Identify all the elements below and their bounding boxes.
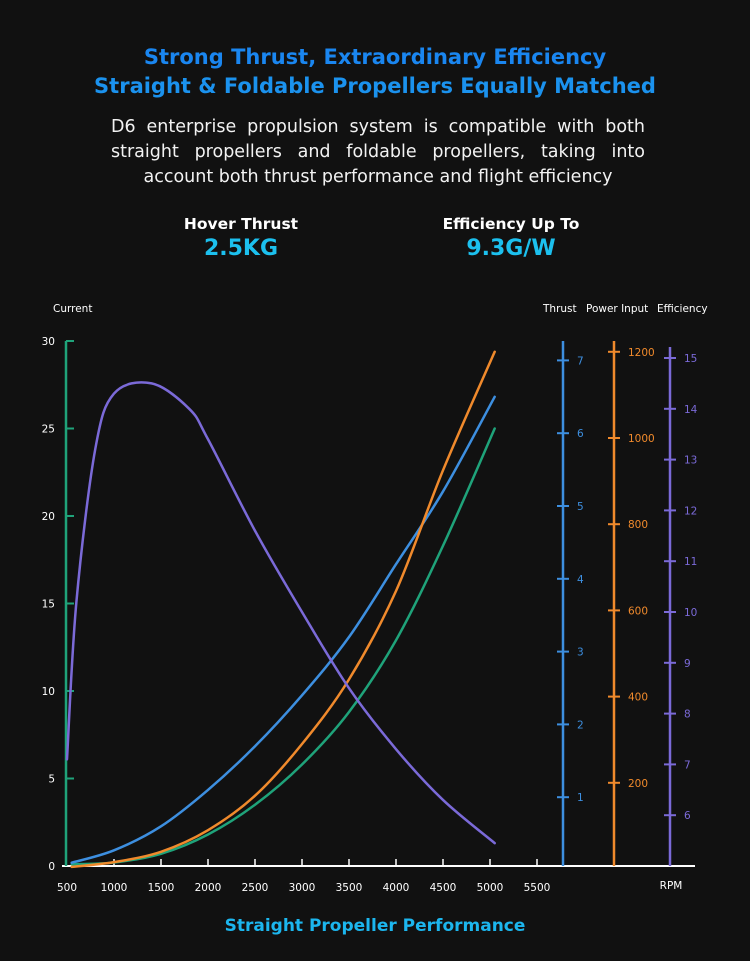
current-tick-label: 15 xyxy=(42,599,55,611)
stat-value: 9.3G/W xyxy=(466,236,556,261)
power-tick-label: 400 xyxy=(628,692,648,704)
headline-line-2: Straight & Foldable Propellers Equally M… xyxy=(94,74,656,98)
stat-label: Hover Thrust xyxy=(183,215,299,233)
efficiency-axis-title: Efficiency xyxy=(657,303,708,315)
efficiency-tick-label: 10 xyxy=(684,607,697,619)
thrust-tick-label: 3 xyxy=(577,647,584,659)
current-tick-label: 20 xyxy=(42,511,55,523)
thrust-tick-label: 7 xyxy=(577,355,584,367)
power-tick-label: 1000 xyxy=(628,433,655,445)
headline: Strong Thrust, Extraordinary Efficiency … xyxy=(0,43,750,101)
efficiency-tick-label: 14 xyxy=(684,404,698,416)
current-tick-label: 30 xyxy=(42,336,55,348)
efficiency-tick-label: 6 xyxy=(684,810,691,822)
x-tick-label: 3000 xyxy=(289,882,316,894)
power-tick-label: 800 xyxy=(628,519,648,531)
efficiency-tick-label: 8 xyxy=(684,709,691,721)
current-tick-label: 25 xyxy=(42,424,55,436)
thrust-series-line xyxy=(70,395,496,864)
current-tick-label: 0 xyxy=(48,861,55,873)
power-tick-label: 1200 xyxy=(628,347,655,359)
current-axis-title: Current xyxy=(53,303,92,315)
efficiency-series-line xyxy=(65,381,496,845)
x-tick-label: 4000 xyxy=(383,882,410,894)
x-tick-label: 1500 xyxy=(148,882,175,894)
efficiency-tick-label: 15 xyxy=(684,353,697,365)
x-tick-label: 500 xyxy=(57,882,77,894)
x-tick-label: 3500 xyxy=(336,882,363,894)
efficiency-tick-label: 13 xyxy=(684,455,697,467)
efficiency-tick-label: 7 xyxy=(684,759,691,771)
x-tick-label: 5000 xyxy=(477,882,504,894)
efficiency-tick-label: 12 xyxy=(684,505,697,517)
chart-caption: Straight Propeller Performance xyxy=(224,916,526,936)
power-tick-label: 600 xyxy=(628,605,648,617)
thrust-axis-title: Thrust xyxy=(542,303,577,315)
thrust-tick-label: 4 xyxy=(577,574,584,586)
thrust-tick-label: 5 xyxy=(577,501,584,513)
current-tick-label: 10 xyxy=(42,686,55,698)
power-series-line xyxy=(70,350,496,869)
x-axis-label: RPM xyxy=(660,880,683,892)
x-tick-label: 5500 xyxy=(524,882,551,894)
efficiency-tick-label: 11 xyxy=(684,556,697,568)
power-tick-label: 200 xyxy=(628,778,648,790)
description: D6 enterprise propulsion system is compa… xyxy=(111,117,645,187)
thrust-tick-label: 1 xyxy=(577,792,584,804)
current-tick-label: 5 xyxy=(48,774,55,786)
x-tick-label: 4500 xyxy=(430,882,457,894)
thrust-tick-label: 6 xyxy=(577,428,584,440)
stat-efficiency: Efficiency Up To 9.3G/W xyxy=(401,213,621,263)
x-tick-label: 2000 xyxy=(195,882,222,894)
stat-label: Efficiency Up To xyxy=(442,215,580,233)
power-axis-title: Power Input xyxy=(586,303,648,315)
thrust-tick-label: 2 xyxy=(577,719,584,731)
stat-value: 2.5KG xyxy=(203,236,279,261)
x-tick-label: 2500 xyxy=(242,882,269,894)
stat-hover-thrust: Hover Thrust 2.5KG xyxy=(131,213,351,263)
headline-line-1: Strong Thrust, Extraordinary Efficiency xyxy=(143,45,607,69)
current-series-line xyxy=(70,427,496,866)
efficiency-tick-label: 9 xyxy=(684,658,691,670)
x-tick-label: 1000 xyxy=(101,882,128,894)
